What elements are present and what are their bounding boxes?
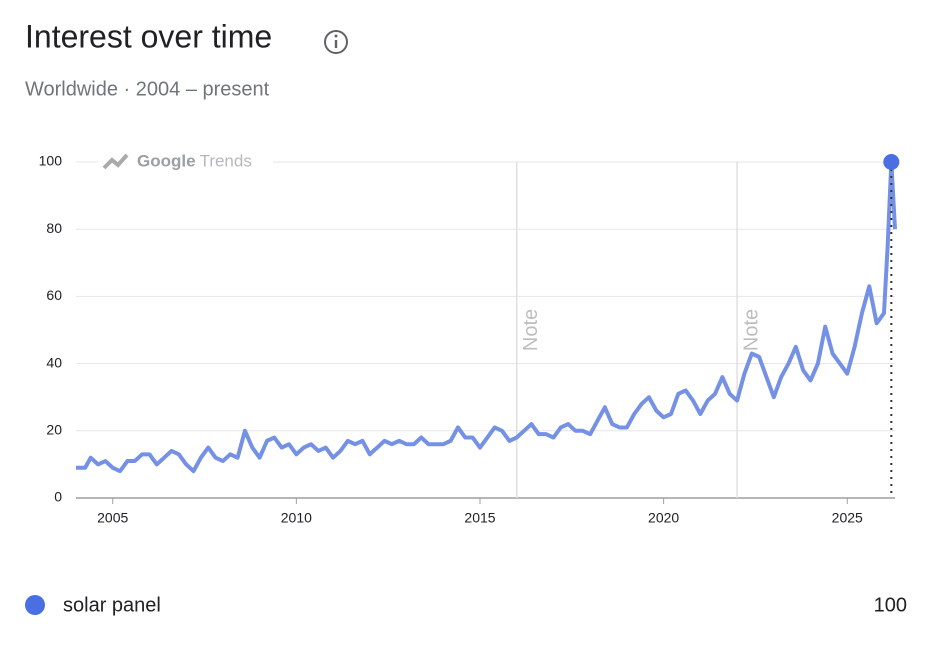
- y-tick-label: 80: [46, 220, 62, 236]
- annotation-label: Note: [740, 309, 762, 351]
- chart-title: Interest over time: [25, 18, 272, 54]
- y-tick-label: 40: [46, 354, 62, 370]
- legend-marker: [25, 595, 45, 615]
- watermark-trends: Trends: [200, 151, 252, 170]
- chart-subtitle: Worldwide · 2004 – present: [25, 78, 270, 100]
- y-tick-label: 0: [54, 489, 62, 505]
- info-icon[interactable]: [324, 30, 348, 54]
- y-tick-label: 100: [39, 153, 63, 169]
- x-tick-label: 2020: [648, 510, 679, 526]
- y-tick-label: 60: [46, 287, 62, 303]
- x-tick-label: 2005: [97, 510, 128, 526]
- legend-value: 100: [874, 594, 907, 616]
- watermark-icon: [98, 150, 273, 174]
- x-tick-label: 2010: [281, 510, 312, 526]
- series-line: [76, 160, 897, 474]
- watermark-google: Google: [137, 151, 196, 170]
- x-tick-label: 2025: [832, 510, 863, 526]
- annotation-label: Note: [520, 309, 542, 351]
- peak-marker: [883, 154, 900, 170]
- legend-label[interactable]: solar panel: [63, 594, 161, 616]
- x-tick-label: 2015: [464, 510, 495, 526]
- y-tick-label: 20: [46, 422, 62, 438]
